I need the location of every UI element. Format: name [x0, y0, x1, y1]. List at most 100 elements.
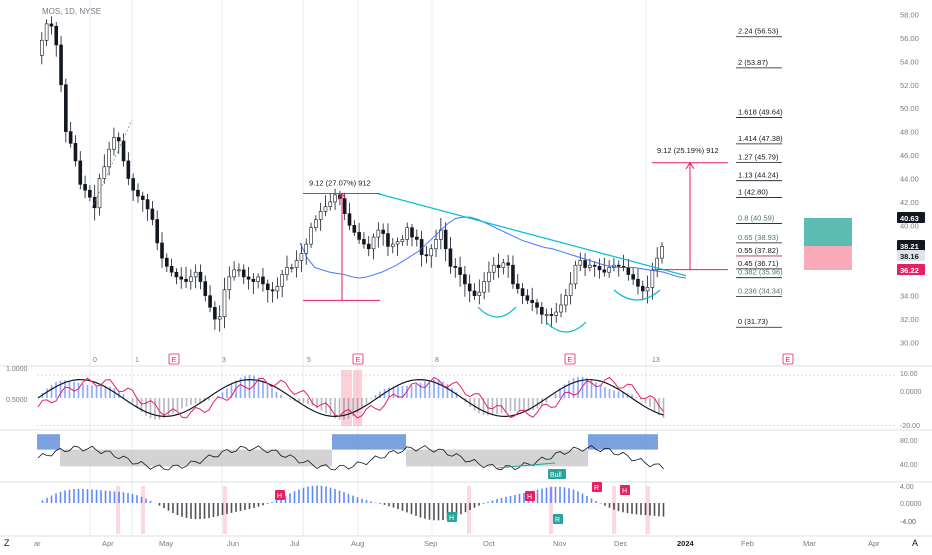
candle-body [107, 148, 111, 168]
candle-body [256, 276, 260, 282]
candle-body [530, 300, 534, 303]
candle-body [145, 199, 150, 210]
osc-tick-label: -20.00 [900, 423, 920, 430]
x-axis-label: Feb [741, 539, 754, 548]
candle-body [136, 189, 140, 197]
hist-marker-box [275, 490, 285, 500]
candle-body [616, 264, 621, 267]
osc-signal-line [37, 378, 664, 418]
hist-highlight [549, 486, 553, 534]
candle-body [395, 241, 400, 245]
candle-body [597, 266, 602, 271]
hist-tick-label: -4.00 [900, 519, 916, 526]
candle-body [568, 283, 573, 296]
corner-right-label[interactable]: A [912, 538, 918, 548]
candle-body [150, 208, 155, 220]
candle-body [102, 166, 107, 179]
price-tick-label: 32.00 [900, 315, 919, 324]
candle-body [309, 227, 313, 245]
candle-body [592, 264, 597, 267]
symbol-title: MOS, 1D, NYSE [42, 7, 101, 16]
candle-body [381, 229, 385, 234]
candle-body [213, 307, 217, 320]
earnings-marker-box [564, 353, 576, 365]
candle-body [602, 269, 607, 273]
candle-body [578, 260, 583, 266]
rsi-tick-label: 40.00 [900, 462, 918, 469]
pattern-arc [613, 289, 661, 301]
rsi-band [37, 434, 60, 450]
candle-body [304, 243, 309, 254]
measure-arrow [685, 161, 695, 170]
rsi-band [60, 449, 332, 467]
rsi-band [406, 449, 588, 467]
candle-body [631, 274, 635, 280]
fib-level-label: 1.27 (45.79) [738, 153, 779, 162]
hist-highlight [646, 486, 650, 534]
price-tick-label: 42.00 [900, 198, 919, 207]
candle-body [333, 194, 337, 203]
x-axis-label: Apr [102, 539, 114, 548]
event-marker: 3 [222, 357, 226, 364]
hist-highlight [116, 486, 120, 534]
corner-left-label[interactable]: Z [4, 538, 10, 548]
x-axis-label: ar [34, 539, 41, 548]
x-axis-label: Apr [868, 539, 880, 548]
candle-body [511, 264, 515, 285]
candle-body [112, 137, 116, 150]
candle-body [126, 160, 131, 179]
candle-body [501, 262, 506, 268]
candle-body [290, 267, 294, 269]
candle-body [390, 243, 395, 247]
candle-body [535, 302, 539, 308]
candle-body [246, 276, 251, 280]
x-axis-label: Dec [614, 539, 628, 548]
candle-body [323, 206, 328, 212]
candle-body [261, 276, 265, 285]
candle-body [184, 278, 188, 282]
candle-body [554, 311, 559, 316]
candle-body [285, 267, 289, 275]
hist-marker: H [527, 494, 532, 501]
pattern-arc [545, 321, 587, 333]
event-marker: 8 [435, 357, 439, 364]
price-tick-label: 56.00 [900, 34, 919, 43]
hist-marker: R [555, 517, 560, 524]
price-tick-label: 50.00 [900, 104, 919, 113]
candle-body [626, 267, 631, 275]
earnings-marker-box [782, 353, 794, 365]
rsi-line [37, 445, 664, 471]
candle-body [73, 143, 78, 162]
candle-body [588, 264, 592, 268]
candle-body [280, 274, 284, 287]
candle-body [636, 278, 640, 287]
price-label: 38.16 [900, 252, 919, 261]
candle-body [299, 253, 304, 261]
pattern-arc [477, 306, 517, 318]
candle-body [366, 243, 371, 250]
osc-left-tick: 0.5000 [6, 397, 28, 404]
candle-body [203, 281, 208, 296]
candle-body [453, 266, 458, 268]
candle-body [357, 232, 361, 240]
candle-body [232, 269, 236, 278]
candle-body [650, 269, 655, 288]
candle-body [544, 314, 549, 316]
x-axis-label: Sep [424, 539, 437, 548]
candle-body [467, 283, 472, 292]
hist-highlight [612, 486, 616, 534]
candle-body [275, 285, 280, 292]
candle-body [155, 219, 159, 244]
candle-body [458, 267, 462, 275]
event-marker: 1 [135, 357, 139, 364]
candle-body [179, 276, 184, 280]
candle-body [520, 288, 525, 296]
candle-body [222, 289, 227, 318]
bull-divergence-line [496, 462, 556, 469]
candle-body [318, 210, 323, 220]
price-tick-label: 34.00 [900, 292, 919, 301]
price-tick-label: 30.00 [900, 338, 919, 347]
fib-level-label: 1.618 (49.64) [738, 107, 783, 116]
candle-body [472, 290, 477, 296]
